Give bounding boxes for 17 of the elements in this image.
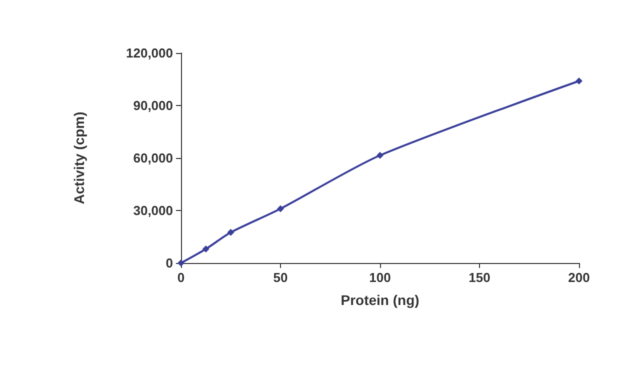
y-tick-label: 90,000 [133, 98, 173, 113]
y-axis-title: Activity (cpm) [71, 112, 87, 204]
x-tick-label: 100 [369, 270, 391, 285]
y-tick-label: 30,000 [133, 203, 173, 218]
x-tick-label: 0 [177, 270, 185, 285]
y-tick-label: 0 [166, 256, 173, 270]
y-tick-label: 60,000 [133, 150, 173, 166]
y-tick-label: 120,000 [126, 46, 173, 60]
x-tick-label: 150 [468, 270, 490, 285]
point [277, 205, 284, 212]
point [376, 152, 384, 159]
x-tick-label: 200 [568, 270, 590, 285]
point [227, 228, 234, 236]
x-axis-title: Protein (ng) [340, 292, 420, 308]
point [202, 246, 210, 252]
point [576, 78, 582, 84]
x-tick-label: 50 [273, 270, 288, 285]
